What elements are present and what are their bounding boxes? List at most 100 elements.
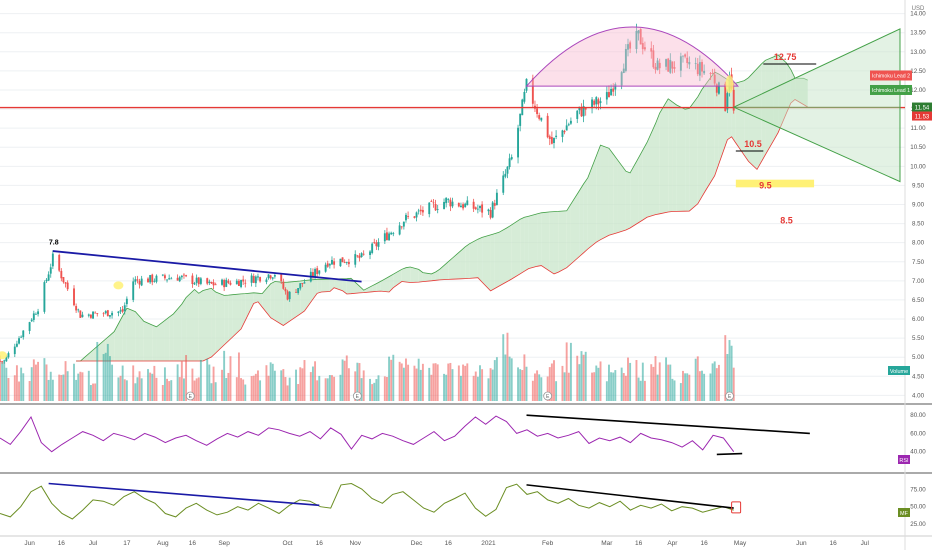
candle-body — [176, 277, 179, 281]
cloud-segment — [642, 142, 648, 220]
volume-bar — [309, 372, 312, 401]
volume-bar — [608, 364, 610, 401]
candle-body — [147, 278, 149, 283]
candle-body — [223, 280, 226, 288]
candle-body — [235, 280, 238, 285]
candle-body — [460, 205, 462, 208]
candle-body — [627, 44, 629, 50]
candle-body — [34, 313, 37, 315]
candle-body — [132, 281, 135, 300]
volume-bars — [0, 332, 735, 401]
volume-bar — [360, 378, 363, 401]
volume-bar — [531, 380, 534, 401]
volume-bar — [605, 381, 608, 401]
earnings-marker — [185, 391, 195, 401]
candle-body — [517, 127, 520, 158]
mf-tag-text: MF — [900, 511, 909, 517]
time-tick-label: 16 — [189, 540, 197, 547]
volume-bar — [328, 375, 331, 401]
candle-body — [163, 275, 166, 279]
volume-bar — [434, 363, 437, 401]
volume-bar — [591, 372, 594, 401]
volume-bar — [356, 362, 359, 401]
volume-bar — [15, 365, 18, 401]
earnings-marker — [725, 391, 734, 401]
volume-bar — [96, 341, 99, 401]
candle-body — [149, 275, 152, 283]
candle-body — [180, 275, 183, 278]
candle-body — [212, 282, 215, 286]
volume-bar — [265, 365, 268, 401]
candle-body — [595, 97, 598, 105]
time-tick-label: Mar — [601, 540, 613, 547]
volume-bar — [341, 359, 344, 401]
candle-body — [686, 57, 689, 64]
volume-bar — [47, 379, 50, 401]
volume-bar — [358, 363, 361, 401]
cloud-segment — [689, 96, 698, 212]
candle-body — [51, 253, 54, 267]
volume-bar — [392, 354, 395, 401]
price-tick-label: 7.00 — [912, 278, 925, 285]
secondary-price-badge — [912, 111, 932, 121]
volume-bar — [271, 363, 274, 401]
candle-body — [614, 84, 617, 90]
rsi-tag-text: RSI — [899, 458, 909, 464]
candle-body — [504, 173, 507, 177]
candle-body — [43, 282, 46, 312]
cloud-segment — [490, 233, 495, 291]
volume-bar — [199, 360, 202, 401]
volume-bar — [493, 360, 496, 401]
volume-bar — [223, 350, 226, 401]
price-tick-label: 9.50 — [912, 182, 925, 189]
candle-body — [316, 268, 319, 275]
cloud-segment — [224, 295, 229, 345]
rsi-trendline — [716, 452, 743, 456]
volume-bar — [314, 361, 317, 401]
volume-bar — [259, 380, 262, 401]
volume-bar — [462, 364, 465, 401]
cloud-segment — [334, 278, 343, 291]
volume-bar — [703, 373, 706, 401]
price-tick-label: 10.00 — [910, 163, 926, 170]
volume-bar — [506, 332, 509, 401]
candle-body — [5, 356, 8, 362]
cloud-segment — [524, 216, 529, 272]
candle-body — [303, 282, 306, 284]
cloud-segment — [469, 239, 478, 279]
volume-bar — [711, 363, 714, 401]
cloud-segment — [625, 171, 631, 230]
candle-body — [286, 291, 289, 300]
volume-bar — [284, 377, 287, 401]
candle-body — [711, 73, 714, 74]
cloud-segment — [439, 261, 449, 280]
candle-body — [73, 288, 75, 306]
candle-body — [30, 319, 33, 322]
volume-bar — [257, 370, 259, 401]
volume-bar — [155, 377, 158, 401]
volume-bar — [324, 378, 327, 401]
volume-bar — [326, 378, 329, 401]
cloud-segment — [109, 331, 115, 362]
price-tick-label: 14.00 — [910, 11, 926, 18]
earnings-marker-label: E — [189, 394, 193, 400]
candle-body — [81, 314, 84, 318]
volume-bar — [713, 361, 716, 401]
volume-bar — [221, 369, 223, 401]
candle-body — [347, 261, 350, 265]
candle-body — [578, 106, 581, 111]
volume-bar — [724, 335, 727, 401]
price-tick-label: 10.50 — [910, 144, 926, 151]
rsi-tick-label: 60.00 — [910, 430, 926, 437]
cloud-segment — [401, 267, 406, 283]
volume-bar — [388, 356, 391, 401]
cloud-segment — [431, 271, 436, 281]
volume-bar — [0, 355, 1, 401]
candle-body — [665, 59, 668, 67]
volume-bar — [347, 368, 350, 401]
candle-body — [443, 201, 445, 209]
cloud-segment — [727, 79, 732, 140]
volume-bar — [212, 366, 215, 401]
candle-body — [593, 100, 596, 105]
volume-bar — [525, 366, 528, 401]
